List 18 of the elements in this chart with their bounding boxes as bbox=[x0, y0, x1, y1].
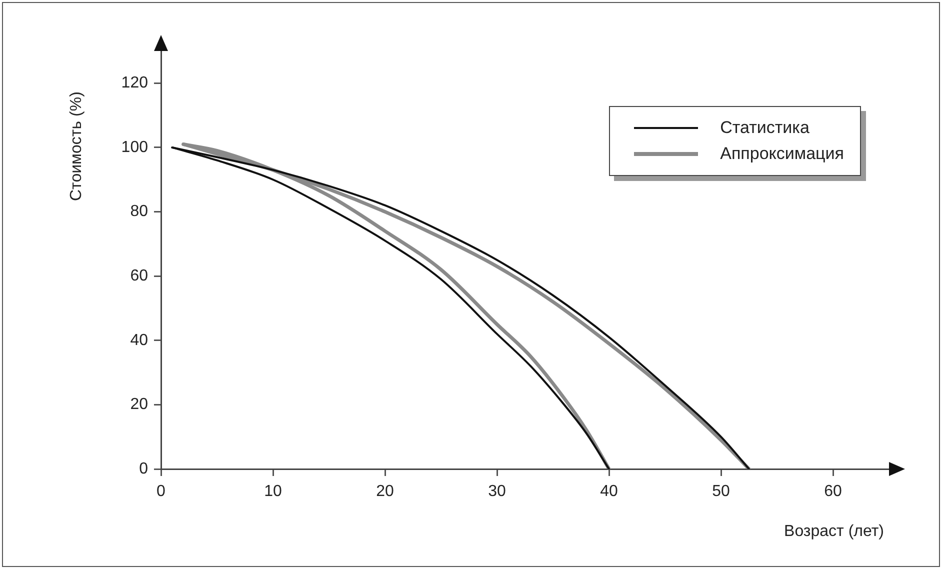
y-tick-label: 20 bbox=[130, 396, 148, 414]
y-tick-label: 80 bbox=[130, 203, 148, 220]
x-tick-label: 30 bbox=[488, 483, 506, 500]
x-tick-label: 10 bbox=[264, 483, 282, 500]
y-axis-title: Стоимость (%) bbox=[68, 92, 86, 201]
y-tick-label: 120 bbox=[121, 74, 148, 92]
x-tick-label: 50 bbox=[712, 483, 730, 500]
x-tick-label: 60 bbox=[824, 483, 842, 500]
x-tick-label: 40 bbox=[600, 483, 618, 500]
legend-label: Аппроксимация bbox=[720, 144, 844, 164]
y-tick-label: 100 bbox=[121, 138, 148, 156]
y-tick-label: 60 bbox=[130, 267, 148, 284]
y-tick-label: 0 bbox=[139, 460, 148, 478]
legend-label: Статистика bbox=[720, 118, 810, 138]
x-tick-label: 0 bbox=[156, 483, 166, 500]
y-tick-label: 40 bbox=[130, 332, 148, 349]
x-tick-label: 20 bbox=[376, 483, 394, 500]
x-axis-title: Возраст (лет) bbox=[784, 523, 884, 541]
